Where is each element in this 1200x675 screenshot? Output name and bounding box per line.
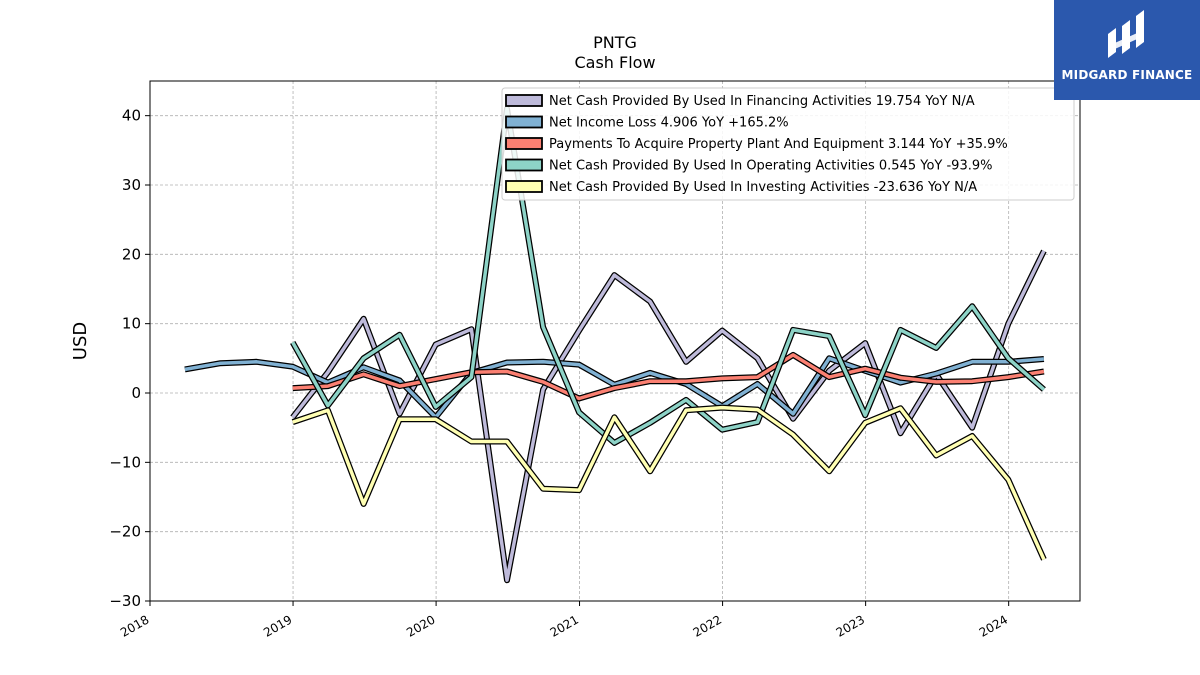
- chart-title: PNTG: [593, 33, 637, 52]
- x-tick-label: 2021: [548, 612, 581, 639]
- midgard-logo-icon: [1108, 10, 1144, 58]
- series-line-2: [184, 355, 1045, 421]
- y-tick-label: −10: [109, 453, 141, 471]
- x-tick-label: 2024: [977, 612, 1010, 639]
- x-tick-label: 2020: [404, 612, 437, 639]
- y-tick-label: −30: [109, 592, 141, 610]
- legend-swatch: [505, 180, 543, 193]
- series-line-stroke: [291, 250, 1046, 582]
- legend-item: Net Income Loss 4.906 YoY +165.2%: [505, 115, 789, 131]
- y-tick-label: 20: [122, 245, 141, 263]
- logo-brand-text: MIDGARD FINANCE: [1061, 68, 1193, 82]
- legend-swatch: [505, 115, 543, 129]
- series-line-5: [291, 404, 1047, 561]
- y-tick-label: 40: [122, 107, 141, 125]
- series-line-stroke: [292, 405, 1046, 561]
- legend-item: Net Cash Provided By Used In Financing A…: [505, 94, 975, 109]
- series-line-stroke: [292, 353, 1045, 401]
- series-line-stroke: [291, 106, 1046, 445]
- x-tick-label: 2022: [691, 612, 724, 639]
- legend-label: Payments To Acquire Property Plant And E…: [549, 137, 1008, 152]
- legend-item: Net Cash Provided By Used In Investing A…: [505, 180, 977, 195]
- y-tick-label: 30: [122, 176, 141, 194]
- series-line-4: [290, 105, 1046, 446]
- legend-label: Net Income Loss 4.906 YoY +165.2%: [549, 116, 789, 131]
- legend-item: Payments To Acquire Property Plant And E…: [505, 137, 1008, 152]
- series-line-1: [290, 249, 1047, 584]
- y-tick-label: −20: [109, 523, 141, 541]
- legend-swatch: [505, 94, 543, 107]
- y-tick-label: 10: [122, 315, 141, 333]
- x-tick-label: 2019: [261, 612, 294, 639]
- legend-box: [501, 87, 1075, 201]
- y-axis: −30 −20 −10 0 10 20 30 40: [109, 107, 150, 610]
- series-line-outline: [290, 249, 1047, 584]
- legend-label: Net Cash Provided By Used In Financing A…: [549, 94, 975, 109]
- legend: Net Cash Provided By Used In Financing A…: [501, 87, 1075, 201]
- legend-swatch: [505, 158, 543, 172]
- x-axis: 2018 2019 2020 2021 2022 2023 2024: [118, 601, 1010, 640]
- y-axis-label: USD: [70, 322, 91, 360]
- series-line-3: [292, 351, 1045, 402]
- chart-subtitle: Cash Flow: [574, 53, 655, 72]
- x-tick-label: 2023: [834, 612, 867, 639]
- series-lines: [184, 105, 1047, 584]
- legend-label: Net Cash Provided By Used In Operating A…: [549, 159, 992, 174]
- legend-item: Net Cash Provided By Used In Operating A…: [505, 158, 992, 174]
- series-line-outline: [291, 404, 1047, 561]
- legend-swatch: [505, 137, 543, 150]
- legend-label: Net Cash Provided By Used In Investing A…: [549, 180, 977, 195]
- y-tick-label: 0: [131, 384, 141, 402]
- midgard-finance-logo: MIDGARD FINANCE: [1054, 0, 1200, 100]
- series-line-stroke: [184, 356, 1045, 420]
- x-tick-label: 2018: [118, 612, 151, 639]
- plot-frame: [149, 80, 1081, 602]
